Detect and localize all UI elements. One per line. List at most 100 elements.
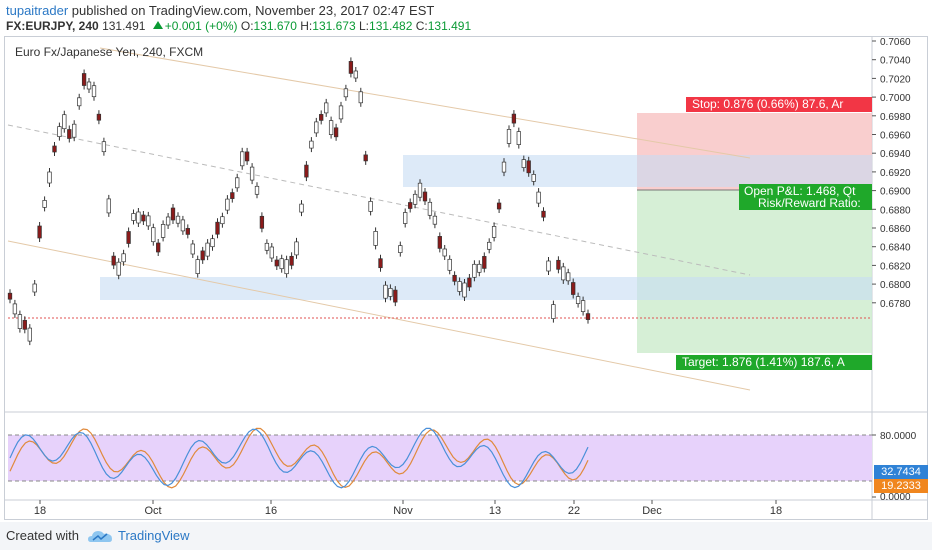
pnl-label[interactable]: Open P&L: 1.468, Qt Risk/Reward Ratio: xyxy=(739,184,872,210)
price-axis[interactable]: 0.7060 0.7040 0.7020 0.7000 0.6980 0.6960 0.69… xyxy=(872,37,911,310)
candle-body[interactable] xyxy=(491,226,497,238)
candle-body[interactable] xyxy=(185,228,190,235)
candle-body[interactable] xyxy=(398,245,403,253)
candle-body[interactable] xyxy=(422,191,428,202)
candle-body[interactable] xyxy=(388,288,393,297)
profit-target-zone[interactable] xyxy=(637,190,872,353)
candle-body[interactable] xyxy=(546,260,551,272)
candle-body[interactable] xyxy=(195,259,200,274)
candle-body[interactable] xyxy=(467,277,472,288)
candle-body[interactable] xyxy=(86,81,92,90)
resistance-zone[interactable] xyxy=(403,155,872,187)
candle-body[interactable] xyxy=(373,231,378,246)
candle-body[interactable] xyxy=(131,213,136,221)
candle-body[interactable] xyxy=(314,121,319,134)
stochastic-k-line[interactable] xyxy=(9,427,589,489)
candle-body[interactable] xyxy=(235,177,240,189)
candle-body[interactable] xyxy=(566,272,571,282)
candle-body[interactable] xyxy=(32,283,37,293)
candle-body[interactable] xyxy=(165,216,171,226)
candle-body[interactable] xyxy=(274,259,279,267)
candle-body[interactable] xyxy=(12,303,18,315)
candle-body[interactable] xyxy=(551,304,556,319)
candle-body[interactable] xyxy=(378,258,383,269)
candle-body[interactable] xyxy=(249,166,255,181)
candle-body[interactable] xyxy=(121,253,126,263)
candle-body[interactable] xyxy=(151,227,156,243)
price-chart[interactable]: 0.7060 0.7040 0.7020 0.7000 0.6980 0.6960 0.69… xyxy=(0,0,932,522)
candle-body[interactable] xyxy=(328,120,334,135)
stop-label[interactable]: Stop: 0.876 (0.66%) 87.6, Ar xyxy=(686,97,872,112)
candle-body[interactable] xyxy=(225,198,230,211)
candle-body[interactable] xyxy=(541,210,546,218)
candle-body[interactable] xyxy=(22,319,27,330)
candle-body[interactable] xyxy=(575,296,581,304)
candle-body[interactable] xyxy=(348,61,354,74)
candle-body[interactable] xyxy=(363,154,368,162)
candle-body[interactable] xyxy=(17,314,23,329)
candle-body[interactable] xyxy=(77,97,82,107)
candle-body[interactable] xyxy=(442,248,447,257)
candle-body[interactable] xyxy=(556,259,561,270)
candle-body[interactable] xyxy=(210,238,215,248)
tradingview-link[interactable]: TradingView xyxy=(118,528,190,543)
candle-body[interactable] xyxy=(403,212,408,224)
channel-mid-line[interactable] xyxy=(7,124,751,276)
candle-body[interactable] xyxy=(180,219,186,232)
candle-body[interactable] xyxy=(101,141,107,153)
time-axis[interactable]: 18 Oct 16 Nov 13 22 Dec 18 xyxy=(34,500,782,517)
candle-body[interactable] xyxy=(27,327,32,342)
candle-body[interactable] xyxy=(47,171,52,184)
candle-body[interactable] xyxy=(408,202,413,209)
candle-body[interactable] xyxy=(319,114,324,121)
candle-body[interactable] xyxy=(309,140,314,149)
candle-body[interactable] xyxy=(269,246,274,259)
candle-body[interactable] xyxy=(7,292,13,300)
candle-body[interactable] xyxy=(496,202,502,210)
candle-body[interactable] xyxy=(200,250,205,261)
candle-body[interactable] xyxy=(324,102,329,114)
tradingview-cloud-icon[interactable] xyxy=(88,530,114,544)
candle-body[interactable] xyxy=(358,91,363,104)
candle-body[interactable] xyxy=(452,274,457,282)
candle-body[interactable] xyxy=(526,160,531,174)
candle-body[interactable] xyxy=(383,284,388,299)
candle-body[interactable] xyxy=(531,174,536,182)
candle-body[interactable] xyxy=(561,266,566,281)
candlestick-series[interactable] xyxy=(7,57,591,346)
candle-body[interactable] xyxy=(160,224,166,238)
channel-lower-line[interactable] xyxy=(7,240,751,391)
support-zone[interactable] xyxy=(100,277,872,300)
candle-body[interactable] xyxy=(289,255,294,266)
candle-body[interactable] xyxy=(220,216,225,225)
candle-body[interactable] xyxy=(536,191,541,204)
candle-body[interactable] xyxy=(571,282,576,295)
candle-body[interactable] xyxy=(457,281,462,292)
candle-body[interactable] xyxy=(230,192,235,199)
candle-body[interactable] xyxy=(52,145,57,153)
candle-body[interactable] xyxy=(506,129,512,144)
candle-body[interactable] xyxy=(175,215,181,224)
candle-body[interactable] xyxy=(42,200,47,208)
candle-body[interactable] xyxy=(240,151,245,167)
candle-body[interactable] xyxy=(254,185,260,195)
candle-body[interactable] xyxy=(304,164,309,178)
candle-body[interactable] xyxy=(72,123,77,138)
candle-body[interactable] xyxy=(437,236,442,249)
candle-body[interactable] xyxy=(106,198,111,214)
candle-body[interactable] xyxy=(472,263,477,278)
candle-body[interactable] xyxy=(299,203,304,213)
candle-body[interactable] xyxy=(141,214,146,222)
candle-body[interactable] xyxy=(501,161,507,173)
candle-body[interactable] xyxy=(170,207,176,221)
candle-body[interactable] xyxy=(338,105,344,120)
candle-body[interactable] xyxy=(333,127,339,138)
candle-body[interactable] xyxy=(111,255,116,266)
candle-body[interactable] xyxy=(215,221,220,235)
candle-body[interactable] xyxy=(462,282,467,298)
candle-body[interactable] xyxy=(205,242,210,257)
candle-body[interactable] xyxy=(190,243,195,255)
candle-body[interactable] xyxy=(156,242,161,253)
candle-body[interactable] xyxy=(580,300,586,312)
candle-body[interactable] xyxy=(516,131,521,145)
